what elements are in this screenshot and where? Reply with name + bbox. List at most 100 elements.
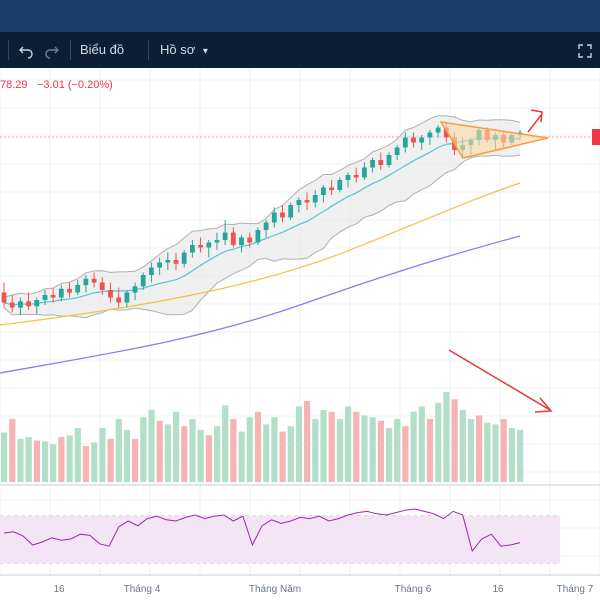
price-chart[interactable]: 16 Tháng 4 Tháng Năm Tháng 6 16 Tháng 7 78.29… — [0, 68, 600, 600]
price-change-readout: −3.01 (−0.20%) — [37, 79, 113, 91]
candle-body — [312, 195, 318, 203]
volume-bar — [377, 420, 384, 482]
toolbar-separator — [148, 40, 149, 60]
volume-bar — [246, 417, 253, 482]
candle-body — [206, 242, 212, 248]
rsi-band — [0, 516, 560, 563]
candle-body — [116, 297, 122, 303]
toolbar-separator — [8, 40, 9, 60]
candle-body — [288, 205, 294, 218]
candle-body — [263, 222, 269, 230]
rsi-line — [3, 508, 521, 553]
bollinger-band-fill — [4, 115, 520, 318]
candle-body — [58, 288, 64, 298]
chart-menu-button[interactable]: Biểu đồ — [80, 32, 124, 68]
candle-body — [370, 160, 375, 168]
candle-body — [435, 127, 441, 133]
volume-bar — [467, 419, 475, 482]
chart-canvas[interactable]: 16 Tháng 4 Tháng Năm Tháng 6 16 Tháng 7 78.29… — [0, 68, 600, 600]
volume-bar — [230, 419, 237, 482]
candle-body — [362, 167, 367, 178]
bollinger-upper-line — [3, 115, 521, 298]
volume-bar — [189, 419, 196, 482]
volume-bar — [58, 437, 65, 482]
volume-bar — [500, 419, 507, 482]
breakout-arrow-head — [530, 109, 543, 123]
candle-body — [181, 252, 187, 264]
redo-icon[interactable] — [44, 32, 60, 68]
candle-body — [124, 292, 130, 303]
candle-body — [255, 230, 261, 243]
volume-bar — [197, 429, 204, 482]
volume-bar — [426, 419, 434, 482]
volume-bar — [99, 428, 106, 482]
candle-body — [132, 286, 138, 293]
volume-bar — [476, 415, 483, 482]
x-axis-tick-label: Tháng Năm — [249, 584, 301, 595]
bollinger-lower-line — [3, 154, 521, 319]
candle-body — [67, 288, 72, 293]
volume-bar — [214, 426, 221, 482]
candle-body — [230, 232, 236, 245]
volume-bar — [279, 431, 286, 482]
volume-bar — [181, 426, 188, 482]
volume-bar — [42, 441, 49, 482]
candle-body — [378, 160, 384, 165]
last-price-marker — [592, 129, 600, 145]
candle-body — [247, 237, 253, 243]
long-moving-average-line — [0, 235, 521, 374]
volume-bar — [328, 411, 335, 482]
candle-body — [190, 245, 195, 253]
candle-body — [149, 267, 154, 275]
chart-menu-label: Biểu đồ — [80, 42, 125, 57]
toolbar-separator — [70, 40, 71, 60]
candle-body — [427, 132, 433, 138]
x-axis-tick-label: Tháng 7 — [557, 584, 594, 595]
volume-bar — [263, 424, 270, 482]
candle-body — [222, 232, 228, 240]
bollinger-basis-line — [3, 136, 521, 306]
volume-bar — [484, 422, 491, 482]
volume-bar — [9, 419, 16, 482]
undo-icon[interactable] — [18, 32, 34, 68]
candle-body — [214, 240, 220, 243]
candle-body — [271, 212, 277, 223]
candle-body — [419, 137, 425, 143]
candle-body — [50, 295, 56, 298]
volume-bar — [82, 446, 90, 482]
volume-bar — [140, 417, 147, 482]
volume-bar — [50, 444, 57, 482]
volume-bar — [17, 438, 24, 482]
candle-body — [18, 301, 23, 308]
candle-body — [304, 200, 310, 203]
volume-bar — [435, 402, 442, 482]
candle-body — [34, 300, 40, 307]
price-readout: 78.29 — [0, 79, 28, 91]
volume-bar — [205, 435, 212, 482]
candle-body — [443, 127, 449, 138]
candle-body — [91, 278, 97, 283]
candle-body — [402, 137, 408, 148]
volume-bar — [418, 406, 425, 482]
slow-moving-average-line — [0, 182, 521, 326]
window-title-bar — [0, 0, 600, 32]
candle-body — [353, 175, 359, 178]
volume-bar — [517, 429, 524, 482]
profile-menu-button[interactable]: Hồ sơ ▾ — [160, 32, 208, 68]
x-axis-tick-label: 16 — [492, 584, 504, 595]
breakout-arrow-line — [527, 113, 543, 133]
volume-bar — [115, 419, 122, 482]
fullscreen-icon[interactable] — [578, 32, 592, 68]
volume-trend-arrow-line — [448, 349, 551, 411]
x-axis-tick-label: Tháng 4 — [124, 584, 161, 595]
volume-bar — [361, 415, 368, 482]
candle-body — [83, 278, 89, 286]
candle-body — [1, 292, 7, 303]
volume-bar — [287, 426, 294, 482]
candle-body — [337, 180, 343, 190]
candle-body — [26, 301, 31, 307]
candle-body — [42, 295, 48, 300]
volume-trend-arrow-head — [534, 397, 553, 413]
x-axis-tick-label: 16 — [53, 584, 65, 595]
candle-body — [321, 187, 326, 195]
